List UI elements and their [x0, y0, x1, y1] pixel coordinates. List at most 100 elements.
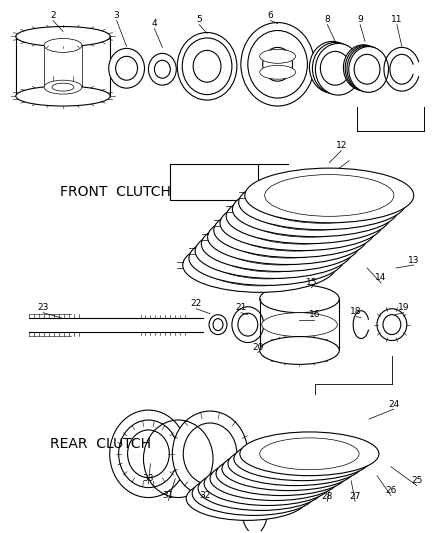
Ellipse shape	[349, 46, 389, 92]
Text: 20: 20	[252, 343, 263, 352]
Ellipse shape	[320, 51, 350, 85]
Ellipse shape	[192, 472, 315, 515]
Ellipse shape	[221, 223, 340, 265]
Ellipse shape	[260, 285, 339, 313]
Ellipse shape	[182, 38, 232, 94]
Ellipse shape	[204, 462, 331, 505]
Ellipse shape	[232, 307, 264, 343]
Text: 33: 33	[143, 474, 154, 483]
Ellipse shape	[109, 49, 145, 88]
Ellipse shape	[383, 314, 401, 335]
Text: 4: 4	[152, 19, 157, 28]
Text: 2: 2	[50, 11, 56, 20]
Text: 23: 23	[37, 303, 49, 312]
Text: 25: 25	[411, 476, 422, 485]
Text: 29: 29	[292, 486, 303, 495]
Text: 11: 11	[391, 15, 403, 24]
Ellipse shape	[260, 336, 339, 365]
Ellipse shape	[222, 447, 355, 490]
Ellipse shape	[309, 42, 355, 93]
Ellipse shape	[119, 420, 178, 488]
Text: 15: 15	[306, 278, 317, 287]
Ellipse shape	[209, 237, 325, 279]
Ellipse shape	[248, 448, 343, 480]
Text: 27: 27	[350, 492, 361, 501]
Ellipse shape	[16, 86, 110, 106]
Text: 26: 26	[385, 486, 396, 495]
Ellipse shape	[260, 65, 296, 79]
Ellipse shape	[260, 438, 359, 470]
Ellipse shape	[239, 175, 406, 230]
Text: 24: 24	[388, 400, 399, 409]
Ellipse shape	[354, 54, 380, 84]
Ellipse shape	[220, 196, 383, 251]
Text: 6: 6	[268, 11, 274, 20]
Text: 28: 28	[321, 492, 333, 501]
Ellipse shape	[208, 210, 367, 264]
Ellipse shape	[345, 45, 385, 91]
Text: 19: 19	[398, 303, 410, 312]
Ellipse shape	[16, 27, 110, 46]
Ellipse shape	[230, 463, 319, 495]
Ellipse shape	[224, 468, 311, 499]
Ellipse shape	[233, 182, 398, 237]
Ellipse shape	[209, 314, 227, 335]
Text: 3: 3	[114, 11, 120, 20]
Ellipse shape	[265, 175, 394, 216]
Ellipse shape	[240, 432, 379, 475]
Ellipse shape	[206, 482, 288, 514]
Text: 31: 31	[162, 491, 174, 500]
Ellipse shape	[238, 313, 258, 336]
Ellipse shape	[213, 319, 223, 330]
Ellipse shape	[246, 196, 371, 237]
Ellipse shape	[262, 313, 337, 336]
Ellipse shape	[177, 33, 237, 100]
Ellipse shape	[254, 443, 351, 475]
Ellipse shape	[228, 442, 363, 486]
Ellipse shape	[203, 244, 317, 286]
Text: 14: 14	[375, 273, 387, 282]
Ellipse shape	[183, 423, 237, 484]
Text: 22: 22	[191, 299, 202, 308]
Ellipse shape	[218, 473, 304, 504]
Text: 21: 21	[235, 303, 247, 312]
Ellipse shape	[263, 47, 293, 81]
Ellipse shape	[347, 46, 387, 92]
Ellipse shape	[315, 43, 361, 95]
Ellipse shape	[260, 50, 296, 63]
Ellipse shape	[44, 38, 82, 52]
Text: 13: 13	[408, 255, 420, 264]
Text: FRONT  CLUTCH: FRONT CLUTCH	[60, 185, 171, 199]
Ellipse shape	[233, 209, 355, 251]
Ellipse shape	[312, 43, 358, 94]
Ellipse shape	[258, 182, 386, 223]
Ellipse shape	[52, 83, 74, 91]
Ellipse shape	[236, 458, 327, 490]
Ellipse shape	[268, 230, 300, 301]
Ellipse shape	[227, 216, 348, 258]
Ellipse shape	[189, 231, 344, 285]
Ellipse shape	[242, 453, 335, 484]
Ellipse shape	[127, 430, 170, 478]
Text: 30: 30	[254, 484, 265, 493]
Ellipse shape	[226, 189, 391, 244]
Ellipse shape	[252, 189, 378, 230]
Ellipse shape	[201, 217, 360, 271]
Ellipse shape	[186, 477, 307, 520]
Ellipse shape	[234, 437, 371, 481]
Text: 32: 32	[199, 491, 211, 500]
Ellipse shape	[155, 60, 170, 78]
Text: 16: 16	[309, 310, 320, 319]
Text: 18: 18	[350, 307, 362, 316]
Ellipse shape	[241, 473, 268, 533]
Ellipse shape	[148, 53, 176, 85]
Ellipse shape	[240, 203, 363, 244]
Ellipse shape	[198, 467, 323, 511]
Ellipse shape	[183, 238, 337, 292]
Ellipse shape	[216, 452, 347, 496]
Ellipse shape	[377, 309, 407, 341]
Ellipse shape	[44, 80, 82, 94]
Ellipse shape	[195, 224, 352, 278]
Ellipse shape	[212, 478, 296, 510]
Text: 9: 9	[357, 15, 363, 24]
